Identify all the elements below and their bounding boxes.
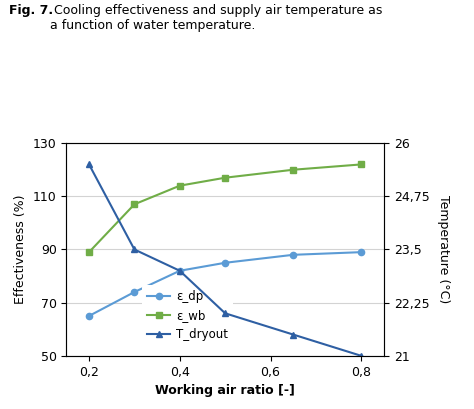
ε_dp xyxy=(86,313,92,318)
Text: Fig. 7.: Fig. 7. xyxy=(9,4,54,17)
ε_wb xyxy=(132,202,137,207)
T_dryout xyxy=(177,268,182,273)
Y-axis label: Effectiveness (%): Effectiveness (%) xyxy=(14,195,27,304)
ε_dp xyxy=(177,268,182,273)
X-axis label: Working air ratio [-]: Working air ratio [-] xyxy=(155,384,295,397)
T_dryout xyxy=(222,311,228,316)
Line: ε_wb: ε_wb xyxy=(86,161,365,255)
T_dryout xyxy=(358,353,364,358)
Line: ε_dp: ε_dp xyxy=(86,249,365,319)
T_dryout xyxy=(132,247,137,252)
ε_wb xyxy=(358,162,364,167)
ε_dp xyxy=(222,261,228,265)
Y-axis label: Temperature (°C): Temperature (°C) xyxy=(437,196,450,303)
Line: T_dryout: T_dryout xyxy=(86,161,365,359)
T_dryout xyxy=(291,332,296,337)
ε_wb xyxy=(86,249,92,254)
T_dryout xyxy=(86,162,92,167)
Text: Cooling effectiveness and supply air temperature as
a function of water temperat: Cooling effectiveness and supply air tem… xyxy=(50,4,382,32)
ε_dp xyxy=(358,249,364,254)
ε_wb xyxy=(222,175,228,180)
ε_dp xyxy=(291,252,296,257)
ε_wb xyxy=(177,183,182,188)
ε_dp xyxy=(132,290,137,294)
ε_wb xyxy=(291,167,296,172)
Legend: ε_dp, ε_wb, T_dryout: ε_dp, ε_wb, T_dryout xyxy=(142,285,233,346)
